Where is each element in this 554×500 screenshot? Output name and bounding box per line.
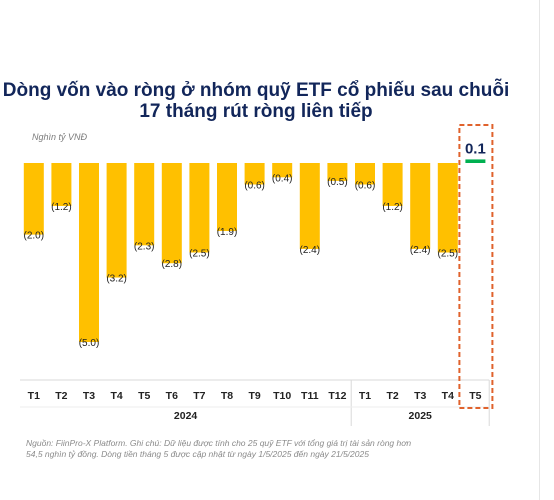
bar-6 bbox=[161, 163, 182, 264]
bar-16 bbox=[437, 163, 458, 253]
x-tick-label-4: T4 bbox=[110, 390, 122, 402]
x-tick-label-7: T7 bbox=[193, 390, 205, 402]
x-tick-label-15: T3 bbox=[414, 390, 426, 402]
bar-14 bbox=[382, 163, 403, 206]
bar-value-label-16: (2.5) bbox=[438, 249, 459, 260]
bar-value-label-4: (3.2) bbox=[106, 274, 127, 285]
bar-3 bbox=[79, 163, 99, 342]
source-note: Nguồn: FiinPro-X Platform. Ghi chú: Dữ l… bbox=[26, 438, 466, 460]
bar-value-label-8: (1.9) bbox=[217, 227, 238, 238]
x-tick-label-11: T11 bbox=[301, 390, 319, 402]
bar-value-label-13: (0.6) bbox=[355, 180, 376, 191]
bar-1 bbox=[23, 163, 44, 235]
x-tick-label-2: T2 bbox=[55, 390, 67, 402]
bar-value-label-9: (0.6) bbox=[244, 180, 265, 191]
bar-value-label-17: 0.1 bbox=[465, 140, 486, 157]
x-tick-label-13: T1 bbox=[359, 390, 371, 402]
unit-label: Nghìn tỷ VNĐ bbox=[32, 132, 88, 142]
source-note-line-2: 54,5 nghìn tỷ đồng. Dòng tiền tháng 5 đư… bbox=[26, 449, 369, 459]
bar-13 bbox=[355, 163, 375, 185]
highlight-box bbox=[458, 124, 494, 409]
bar-value-label-3: (5.0) bbox=[79, 338, 100, 349]
page-edge-divider bbox=[539, 0, 540, 500]
x-tick-label-3: T3 bbox=[83, 390, 95, 402]
bar-15 bbox=[410, 163, 431, 249]
x-tick-label-10: T10 bbox=[273, 390, 291, 402]
bar-9 bbox=[244, 163, 265, 185]
bar-8 bbox=[217, 163, 237, 232]
bar-value-label-7: (2.5) bbox=[189, 249, 210, 260]
bar-value-label-6: (2.8) bbox=[162, 259, 183, 270]
bar-5 bbox=[134, 163, 155, 246]
chart-title-line-1: Dòng vốn vào ròng ở nhóm quỹ ETF cổ phiế… bbox=[2, 80, 510, 101]
bar-7 bbox=[189, 163, 210, 253]
bar-2 bbox=[51, 163, 72, 206]
year-label-2: 2025 bbox=[409, 410, 433, 422]
bar-4 bbox=[106, 163, 127, 278]
x-tick-label-9: T9 bbox=[248, 390, 260, 402]
x-tick-label-16: T4 bbox=[442, 390, 454, 402]
bar-value-label-1: (2.0) bbox=[24, 231, 45, 242]
bar-value-label-11: (2.4) bbox=[300, 245, 321, 256]
bar-value-label-5: (2.3) bbox=[134, 241, 155, 252]
bar-11 bbox=[299, 163, 320, 249]
bar-12 bbox=[327, 163, 348, 181]
bar-value-label-2: (1.2) bbox=[51, 202, 72, 213]
x-tick-label-6: T6 bbox=[166, 390, 178, 402]
bar-value-label-12: (0.5) bbox=[327, 177, 348, 188]
bar-value-label-10: (0.4) bbox=[272, 173, 293, 184]
chart-title-line-2: 17 tháng rút ròng liên tiếp bbox=[139, 101, 373, 122]
x-tick-label-5: T5 bbox=[138, 390, 150, 402]
bar-10 bbox=[272, 163, 293, 178]
x-tick-label-8: T8 bbox=[221, 390, 233, 402]
bar-17 bbox=[465, 159, 486, 163]
bar-value-label-15: (2.4) bbox=[410, 245, 431, 256]
x-tick-label-14: T2 bbox=[386, 390, 398, 402]
year-label-1: 2024 bbox=[174, 410, 198, 422]
bar-value-label-14: (1.2) bbox=[382, 202, 403, 213]
x-tick-label-12: T12 bbox=[328, 390, 346, 402]
x-tick-label-17: T5 bbox=[469, 390, 481, 402]
source-note-line-1: Nguồn: FiinPro-X Platform. Ghi chú: Dữ l… bbox=[26, 438, 412, 448]
x-tick-label-1: T1 bbox=[28, 390, 40, 402]
chart-title: Dòng vốn vào ròng ở nhóm quỹ ETF cổ phiế… bbox=[0, 80, 512, 122]
